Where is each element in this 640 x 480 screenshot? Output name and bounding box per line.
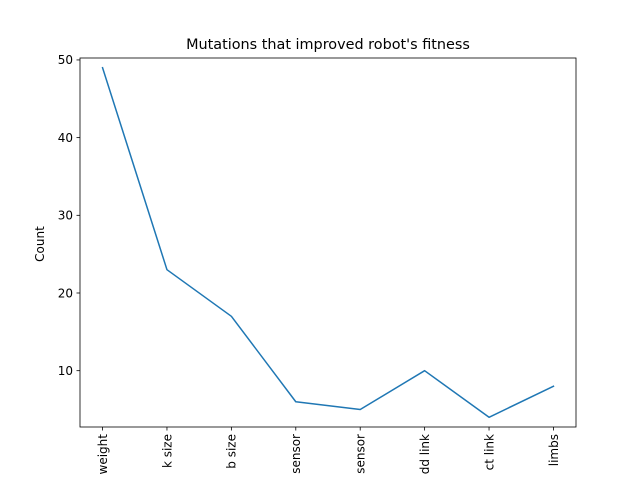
x-tick-label-4: sensor	[354, 434, 368, 474]
y-tick-label-4: 50	[58, 53, 73, 67]
x-tick-label-6: ct link	[482, 434, 496, 470]
x-tick-label-7: limbs	[547, 434, 561, 466]
y-tick-label-3: 40	[58, 131, 73, 145]
chart-title: Mutations that improved robot's fitness	[186, 37, 470, 53]
x-tick-label-2: b size	[225, 434, 239, 469]
plot-area: 10 20 30 40 50 weight k size b size sensor sensor…	[58, 53, 577, 475]
axes-frame	[79, 57, 577, 428]
x-tick-label-3: sensor	[289, 434, 303, 474]
series-line-0	[101, 66, 555, 419]
x-tick-label-1: k size	[160, 434, 174, 468]
x-tick-label-0: weight	[96, 434, 110, 475]
y-tick-label-0: 10	[58, 364, 73, 378]
y-axis-label: Count	[33, 226, 47, 262]
y-tick-label-1: 20	[58, 286, 73, 300]
y-tick-label-2: 30	[58, 209, 73, 223]
x-tick-label-5: dd link	[418, 434, 432, 474]
